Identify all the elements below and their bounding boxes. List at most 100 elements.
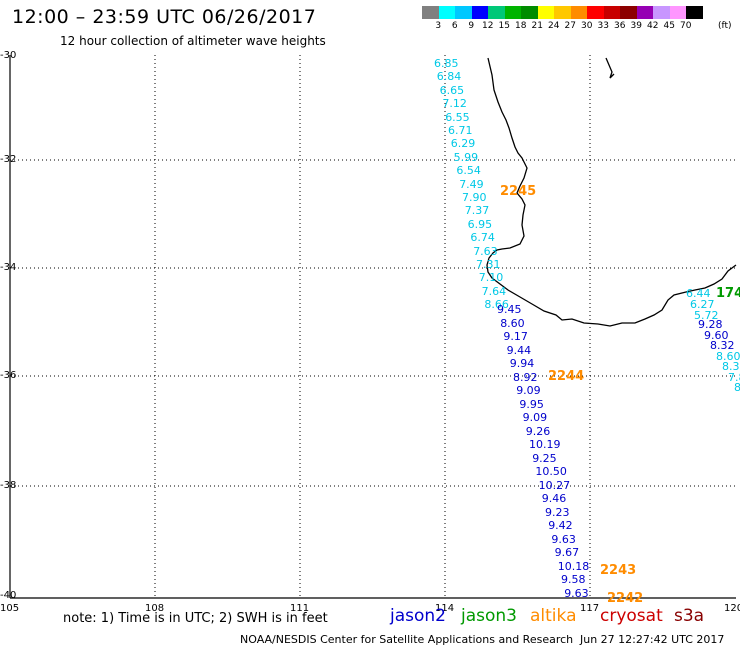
lat-label: -36 — [0, 370, 17, 381]
color-scale-swatch — [504, 6, 521, 19]
legend-jason3: jason3 — [461, 606, 517, 626]
wave-height-label: 9.94 — [509, 357, 535, 370]
wave-height-label: 10.18 — [557, 559, 590, 573]
color-scale-swatch — [521, 6, 538, 19]
color-scale-swatch — [686, 6, 703, 19]
wave-height-label: 9.25 — [532, 451, 557, 465]
wave-height-label: 7.8 — [728, 370, 740, 384]
color-scale-swatch — [620, 6, 637, 19]
wave-height-label: 9.26 — [525, 424, 551, 438]
color-scale-label: 18 — [515, 21, 527, 31]
color-scale-label: 70 — [680, 21, 692, 31]
wave-height-label: 7.63 — [473, 244, 498, 258]
wave-height-label: 9.42 — [548, 519, 573, 532]
color-scale-swatch — [653, 6, 670, 19]
color-scale-label: 39 — [630, 21, 642, 31]
wave-height-label: 9.09 — [522, 411, 548, 424]
generation-timestamp: Jun 27 12:27:42 UTC 2017 — [580, 633, 725, 646]
lat-label: -40 — [0, 590, 17, 601]
wave-height-label: 8.3 — [722, 360, 740, 373]
wave-height-label: 6.95 — [467, 217, 493, 231]
color-scale-swatch — [603, 6, 620, 19]
page-title: 12:00 – 23:59 UTC 06/26/2017 — [12, 6, 317, 28]
color-scale-swatch — [636, 6, 653, 19]
legend-s3a: s3a — [674, 606, 705, 626]
lon-label: 105 — [0, 603, 20, 614]
color-scale-swatch — [471, 6, 488, 19]
wave-height-label: 9.44 — [506, 343, 532, 357]
color-scale-label: 24 — [548, 21, 560, 31]
wave-height-label: 10.27 — [538, 478, 571, 492]
color-scale-labels: 3 6 9 12 15 18 21 24 27 30 33 36 39 42 45 70 — [422, 21, 694, 31]
color-scale-swatch — [669, 6, 686, 19]
legend-cryosat: cryosat — [600, 606, 663, 626]
color-scale-swatch — [422, 6, 439, 19]
wave-height-label: 9.46 — [541, 492, 567, 505]
wave-height-label: 10.50 — [535, 465, 567, 478]
wave-height-label: 8.66 — [484, 298, 509, 312]
lon-label: 111 — [290, 603, 310, 614]
wave-height-label: 5.72 — [694, 309, 719, 322]
time-label: 2245 — [500, 184, 537, 199]
lat-label: -34 — [0, 262, 17, 273]
wave-height-label: 9.58 — [561, 573, 586, 586]
color-scale-swatch — [570, 6, 587, 19]
time-label: 2243 — [600, 563, 637, 578]
wave-height-label: 9.09 — [516, 384, 541, 397]
color-scale-label: 9 — [468, 21, 475, 31]
lat-label: -32 — [0, 154, 17, 165]
legend-note: note: 1) Time is in UTC; 2) SWH is in fe… — [63, 611, 328, 626]
coastline — [486, 57, 737, 327]
wave-height-label: 9.63 — [551, 532, 576, 546]
color-scale-label: 33 — [597, 21, 609, 31]
color-scale-label: 21 — [531, 21, 543, 31]
legend-jason2: jason2 — [390, 606, 446, 626]
wave-height-label: 8.92 — [513, 370, 538, 384]
lon-label: 114 — [435, 603, 455, 614]
color-scale-label: 36 — [614, 21, 626, 31]
color-scale-label: 42 — [647, 21, 659, 31]
wave-height-label: 6.65 — [439, 83, 465, 97]
map-frame — [9, 55, 736, 599]
color-scale-label: 30 — [581, 21, 593, 31]
page-subtitle: 12 hour collection of altimeter wave hei… — [60, 34, 326, 48]
lon-label: 117 — [580, 603, 600, 614]
color-scale-swatch — [455, 6, 472, 19]
color-scale-label: 3 — [435, 21, 442, 31]
wave-height-label: 8.60 — [716, 349, 740, 363]
lat-label: -38 — [0, 480, 17, 491]
wave-height-label: 9.17 — [503, 330, 528, 343]
wave-height-label: 9.28 — [698, 318, 723, 331]
wave-height-label: 9.95 — [519, 397, 544, 411]
wave-height-label: 6.74 — [470, 231, 495, 245]
color-scale-swatch — [537, 6, 554, 19]
wave-height-label: 10.19 — [529, 438, 561, 451]
color-scale-label: 27 — [564, 21, 576, 31]
grid-lines — [10, 55, 736, 598]
wave-height-label: 7.31 — [476, 258, 501, 271]
wave-height-label: 9.63 — [564, 586, 589, 600]
wave-height-label: 7.12 — [442, 97, 467, 111]
wave-height-label: 7.90 — [462, 191, 487, 204]
credit-line: NOAA/NESDIS Center for Satellite Applica… — [240, 633, 574, 646]
wave-height-label: 7.10 — [478, 271, 504, 285]
wave-height-label: 9.45 — [497, 303, 522, 316]
color-scale-swatch — [488, 6, 505, 19]
wave-height-label: 8.60 — [500, 316, 525, 330]
wave-height-label: 8.32 — [710, 339, 735, 352]
color-scale-label: 12 — [482, 21, 494, 31]
color-scale-swatch — [587, 6, 604, 19]
color-scale-label: 45 — [663, 21, 675, 31]
color-scale-label: 15 — [498, 21, 510, 31]
wave-height-label: 6.84 — [436, 70, 462, 84]
wave-height-label: 6.54 — [456, 164, 481, 178]
wave-height-label: 9.67 — [554, 546, 580, 559]
wave-height-label: 8 — [734, 381, 740, 394]
wave-height-label: 6.29 — [450, 137, 476, 151]
color-scale-swatch — [554, 6, 571, 19]
wave-height-label: 6.55 — [445, 110, 470, 124]
time-label: 174 — [716, 286, 740, 301]
wave-height-label: 7.49 — [459, 177, 484, 191]
wave-height-label: 6.27 — [690, 298, 715, 311]
